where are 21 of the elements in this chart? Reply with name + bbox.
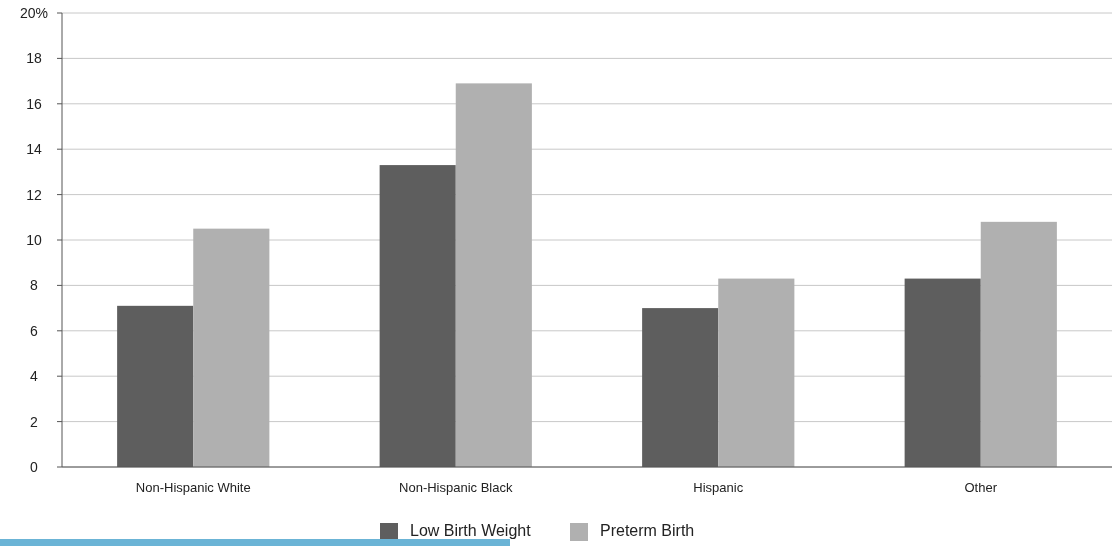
y-tick-label: 14 <box>26 141 42 158</box>
bar <box>455 83 532 467</box>
y-tick-label: 12 <box>26 186 42 203</box>
bar <box>193 228 270 467</box>
y-tick-label: 18 <box>26 50 42 67</box>
bar <box>718 278 795 467</box>
y-tick-label: 20% <box>19 4 49 21</box>
bar <box>980 221 1057 467</box>
y-tick-label: 6 <box>30 322 39 339</box>
y-tick-label: 4 <box>30 368 39 385</box>
y-tick-label: 2 <box>30 413 39 430</box>
x-tick-label: Non-Hispanic Black <box>399 480 513 495</box>
legend-label: Low Birth Weight <box>410 522 532 539</box>
y-tick-label: 16 <box>26 95 42 112</box>
y-tick-label: 8 <box>30 277 39 294</box>
x-tick-label: Other <box>964 480 998 495</box>
y-tick-label: 10 <box>26 231 42 248</box>
x-tick-label: Hispanic <box>693 480 744 495</box>
x-tick-label: Non-Hispanic White <box>135 480 251 495</box>
legend-label: Preterm Birth <box>600 522 695 539</box>
y-tick-label: 0 <box>30 458 39 475</box>
